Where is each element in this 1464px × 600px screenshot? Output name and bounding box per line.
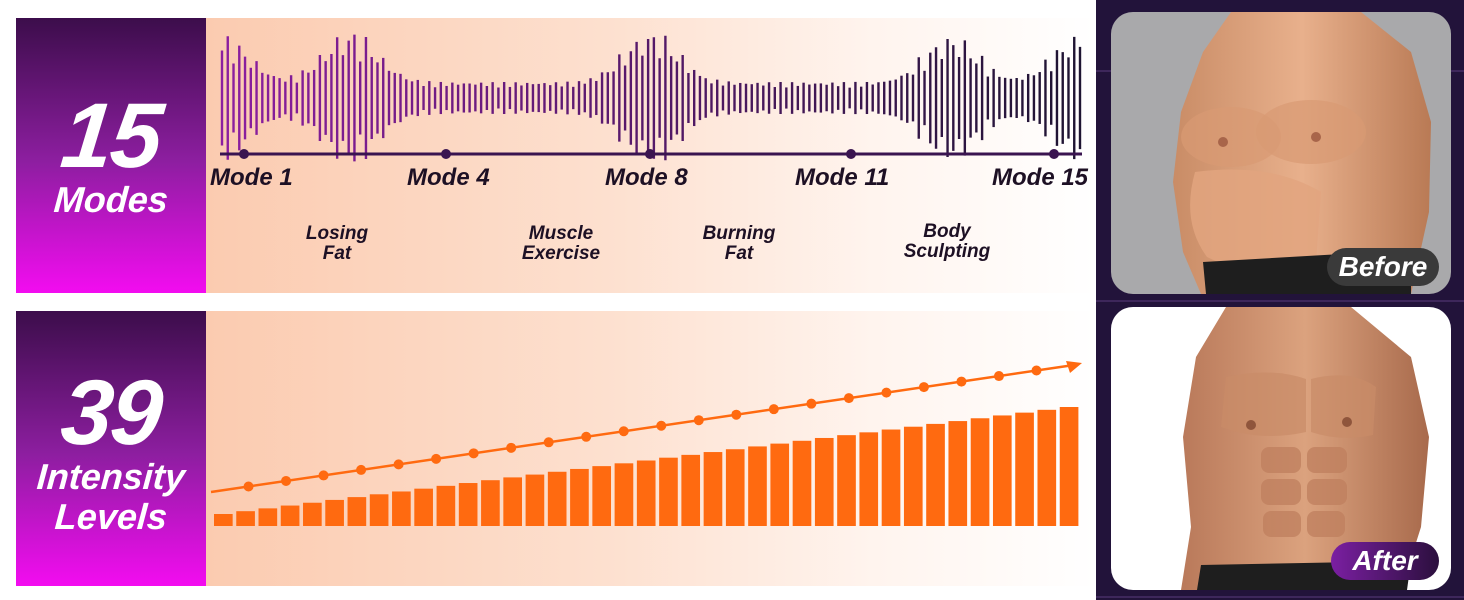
trend-dot: [1031, 365, 1042, 376]
intensity-bar-chart: [210, 361, 1082, 526]
trend-dot: [881, 387, 892, 398]
modes-chart: Mode 1 Mode 4 Mode 8 Mode 11 Mode 15 Los…: [206, 18, 1096, 293]
before-photo: Before: [1111, 12, 1451, 294]
torso-before-illustration: [1173, 12, 1431, 294]
after-badge: After: [1331, 542, 1439, 580]
intensity-bar: [636, 460, 656, 526]
intensity-bar: [748, 446, 767, 526]
trend-dot: [506, 442, 517, 453]
intensity-bar: [881, 429, 901, 526]
intensity-bar: [814, 437, 834, 526]
trend-line: [210, 363, 1075, 494]
trend-dot: [468, 448, 479, 459]
mode-marker-dot: [239, 149, 249, 159]
intensity-bar: [770, 443, 790, 526]
waveform-chart: [220, 34, 1082, 162]
trend-dot: [618, 426, 629, 437]
trend-dot: [768, 404, 779, 415]
mode-15-label: Mode 15: [992, 164, 1089, 191]
trend-dot: [581, 431, 592, 442]
trend-dot: [731, 409, 742, 420]
intensity-bar: [703, 452, 723, 526]
modes-panel: 15 Modes Mode 1 Mode 4 Mode 8 Mode 11 Mo…: [16, 18, 1096, 293]
trend-dot: [918, 382, 929, 393]
levels-panel: 39 Intensity Levels: [16, 311, 1096, 586]
after-photo: After: [1111, 307, 1451, 590]
intensity-bar: [614, 463, 634, 526]
desc-burning-fat: Burning Fat: [702, 223, 776, 264]
torso-after-illustration: [1181, 307, 1429, 590]
intensity-bar: [258, 508, 278, 526]
intensity-bar: [792, 440, 812, 526]
mode-8-label: Mode 8: [605, 164, 688, 191]
trend-dot: [356, 464, 367, 475]
desc-losing-fat: Losing Fat: [305, 223, 369, 264]
trend-dot: [956, 376, 967, 387]
modes-count: 15: [56, 84, 166, 187]
intensity-bar: [458, 483, 478, 526]
intensity-bar: [236, 511, 255, 526]
mode-marker-dot: [846, 149, 856, 159]
intensity-bar: [1059, 407, 1079, 526]
intensity-bar: [859, 432, 879, 526]
trend-dot: [318, 470, 329, 481]
intensity-bar: [369, 494, 389, 526]
trend-dot: [843, 393, 854, 404]
desc-muscle-exercise: Muscle Exercise: [521, 223, 601, 264]
levels-label-line1: Intensity: [35, 455, 187, 497]
intensity-bar: [1015, 412, 1034, 526]
levels-count: 39: [56, 361, 166, 464]
intensity-bar: [1037, 409, 1057, 526]
intensity-bar: [948, 421, 968, 526]
trend-dot: [393, 459, 404, 470]
modes-label: Modes: [52, 178, 170, 220]
mode-1-label: Mode 1: [210, 164, 293, 191]
trend-dot: [431, 453, 442, 464]
intensity-bar: [303, 502, 322, 526]
intensity-bar: [903, 426, 923, 526]
intensity-bar: [325, 499, 344, 526]
intensity-bar: [414, 488, 433, 526]
mode-marker-dot: [645, 149, 655, 159]
intensity-bar: [481, 480, 500, 526]
bg-stripe: [1096, 300, 1464, 302]
before-badge: Before: [1327, 248, 1439, 286]
bg-stripe: [1096, 596, 1464, 598]
intensity-bar: [926, 423, 945, 526]
intensity-bar: [725, 449, 745, 526]
modes-side-label: 15 Modes: [16, 18, 206, 293]
mode-marker-dot: [1049, 149, 1059, 159]
trend-dot: [543, 437, 554, 448]
intensity-bar: [992, 415, 1012, 526]
intensity-bar: [970, 418, 990, 526]
intensity-bar: [547, 471, 567, 526]
intensity-bar: [214, 514, 233, 526]
trend-dot: [243, 481, 254, 492]
intensity-bar: [681, 454, 701, 526]
trend-dot: [993, 371, 1004, 382]
levels-label-line2: Levels: [53, 495, 169, 537]
mode-11-label: Mode 11: [795, 164, 890, 191]
intensity-bar: [436, 485, 456, 526]
intensity-bar: [503, 477, 522, 526]
trend-dot: [806, 398, 817, 409]
trend-dot: [693, 415, 704, 426]
mode-4-label: Mode 4: [407, 164, 490, 191]
before-after-panel: Before: [1096, 0, 1464, 600]
intensity-bar: [570, 468, 589, 526]
intensity-bar: [659, 457, 678, 526]
trend-dot: [656, 420, 667, 431]
intensity-bar: [525, 474, 545, 526]
intensity-bar: [837, 435, 856, 526]
levels-side-label: 39 Intensity Levels: [16, 311, 206, 586]
desc-body-sculpting: Body Sculpting: [903, 221, 991, 262]
trend-arrowhead: [1066, 361, 1082, 373]
intensity-bar: [280, 505, 300, 526]
levels-chart: [206, 311, 1096, 586]
intensity-bar: [592, 466, 612, 526]
intensity-bar: [347, 497, 367, 526]
trend-dot: [281, 475, 292, 486]
intensity-bar: [392, 491, 411, 526]
mode-marker-dot: [441, 149, 451, 159]
